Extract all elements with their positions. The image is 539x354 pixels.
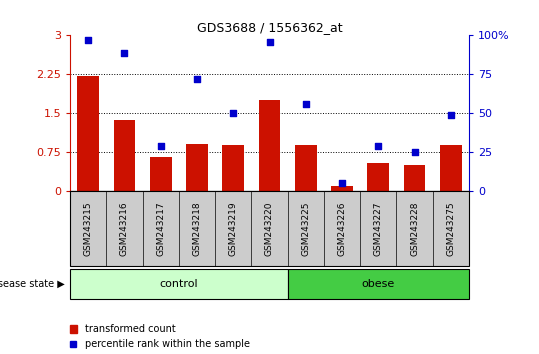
Bar	[223, 145, 244, 191]
Bar	[77, 76, 99, 191]
Text: GSM243227: GSM243227	[374, 201, 383, 256]
Point	[301, 101, 310, 107]
Text: GSM243218: GSM243218	[192, 201, 202, 256]
Point	[192, 76, 201, 82]
Bar	[259, 100, 280, 191]
Bar	[368, 162, 389, 191]
Point	[338, 181, 347, 186]
Text: GSM243220: GSM243220	[265, 201, 274, 256]
Bar	[440, 145, 462, 191]
Bar	[295, 145, 316, 191]
Text: GSM243228: GSM243228	[410, 201, 419, 256]
Text: control: control	[160, 279, 198, 289]
Text: GSM243225: GSM243225	[301, 201, 310, 256]
Text: GSM243217: GSM243217	[156, 201, 165, 256]
Text: GSM243215: GSM243215	[84, 201, 93, 256]
Point	[374, 143, 383, 149]
Point	[410, 149, 419, 155]
Point	[446, 112, 455, 118]
Bar	[186, 144, 208, 191]
Point	[120, 50, 129, 55]
Text: GSM243216: GSM243216	[120, 201, 129, 256]
Bar	[114, 120, 135, 191]
Point	[84, 37, 93, 43]
Text: obese: obese	[362, 279, 395, 289]
Legend: transformed count, percentile rank within the sample: transformed count, percentile rank withi…	[70, 324, 250, 349]
Point	[156, 143, 165, 149]
Text: GSM243275: GSM243275	[446, 201, 455, 256]
Bar	[404, 165, 425, 191]
Bar	[331, 186, 353, 191]
Point	[265, 39, 274, 45]
Text: GSM243219: GSM243219	[229, 201, 238, 256]
Point	[229, 110, 238, 116]
Title: GDS3688 / 1556362_at: GDS3688 / 1556362_at	[197, 21, 342, 34]
Bar	[70, 269, 288, 299]
Bar	[150, 158, 171, 191]
Bar	[288, 269, 469, 299]
Text: disease state ▶: disease state ▶	[0, 279, 65, 289]
Text: GSM243226: GSM243226	[337, 201, 347, 256]
